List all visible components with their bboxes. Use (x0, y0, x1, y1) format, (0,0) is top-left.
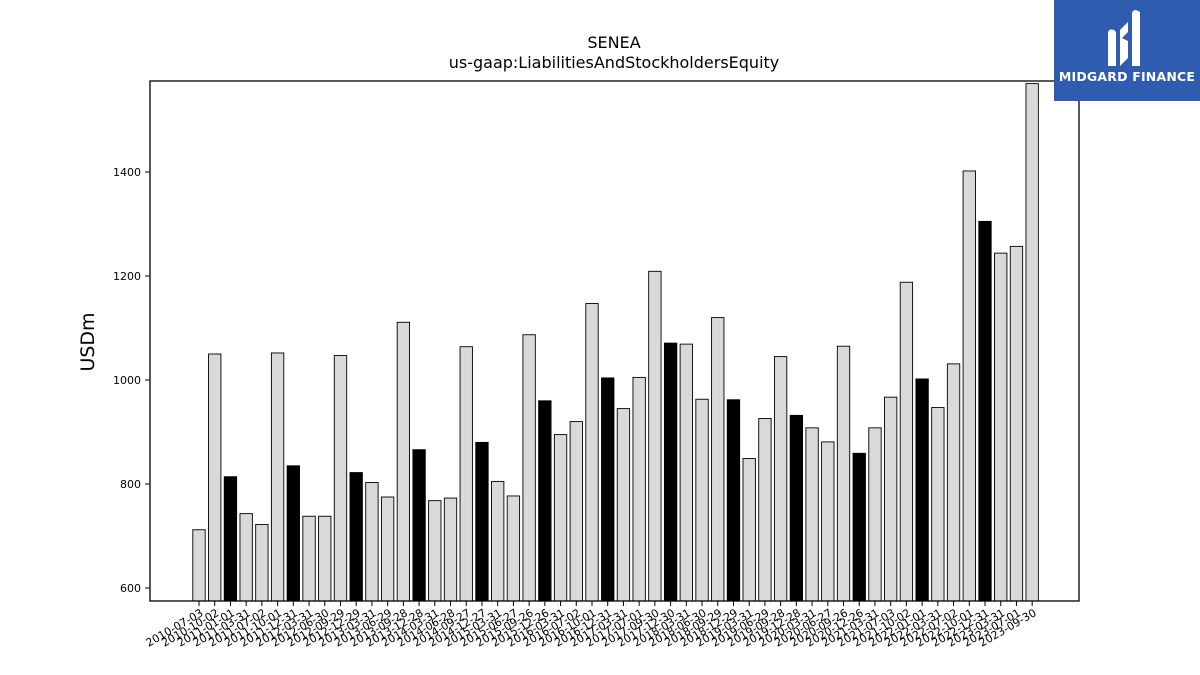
bar-2018-09-29 (711, 317, 725, 602)
bar-2016-07-02 (569, 421, 583, 602)
bar-2018-06-30 (695, 398, 709, 602)
bar-2020-09-26 (836, 345, 851, 602)
bar-2020-12-26 (852, 452, 866, 602)
bar-2011-03-31 (239, 513, 253, 602)
bars-group (192, 83, 1039, 602)
bar-2018-12-29 (726, 399, 741, 602)
bar-2010-10-02 (208, 353, 222, 602)
bar-2014-09-27 (459, 346, 473, 602)
y-tick-label: 1400 (113, 166, 141, 179)
bar-2011-01-01 (223, 476, 238, 602)
logo-text: MIDGARD FINANCE (1058, 69, 1196, 84)
bar-2019-09-28 (773, 356, 788, 602)
bar-2021-03-31 (868, 427, 882, 602)
bar-2022-10-01 (962, 170, 976, 602)
bar-2017-12-30 (663, 342, 678, 602)
bar-2019-03-31 (742, 458, 756, 602)
bar-2011-07-02 (255, 524, 269, 602)
bar-2022-01-01 (915, 378, 929, 602)
bar-2021-10-02 (899, 281, 914, 602)
bar-2016-12-31 (601, 377, 615, 602)
bar-2018-03-31 (679, 343, 693, 602)
chart-subtitle: us-gaap:LiabilitiesAndStockholdersEquity (449, 53, 780, 72)
bar-2017-07-01 (632, 376, 646, 602)
chart-title: SENEA (587, 33, 640, 52)
bar-2022-12-31 (978, 220, 992, 602)
bar-2019-12-28 (789, 414, 804, 602)
x-axis-ticks: 2010-07-032010-10-022011-01-012011-03-31… (144, 601, 1039, 650)
bar-2010-07-03 (192, 529, 206, 602)
bar-2016-03-31 (553, 434, 568, 602)
bar-2020-03-31 (805, 427, 819, 602)
bar-2013-09-28 (396, 321, 411, 602)
bar-2015-12-26 (538, 400, 552, 602)
y-axis-label: USDm (77, 312, 99, 371)
bar-2014-03-31 (428, 500, 442, 602)
plot-frame (149, 80, 1080, 602)
bar-2012-09-29 (333, 355, 348, 602)
bar-2011-10-01 (270, 352, 285, 602)
bar-2023-09-30 (1025, 83, 1039, 602)
y-tick-label: 800 (120, 478, 141, 491)
bar-2017-03-31 (616, 408, 631, 602)
y-axis-ticks: 600 800 1000 1200 1400 (113, 166, 150, 595)
bar-2023-03-31 (994, 252, 1008, 602)
bar-2020-06-27 (821, 441, 835, 602)
bar-2013-03-31 (365, 481, 379, 602)
bar-2014-06-28 (443, 497, 458, 602)
bar-2021-07-03 (884, 396, 898, 602)
bar-2015-09-26 (522, 334, 536, 602)
bar-2019-06-29 (758, 418, 772, 602)
bar-2012-06-30 (318, 515, 332, 602)
brand-logo: MIDGARD FINANCE (1054, 0, 1200, 101)
bar-2011-12-31 (286, 465, 300, 602)
bar-2023-07-01 (1009, 245, 1024, 602)
bar-2017-09-30 (648, 270, 662, 602)
y-tick-label: 1000 (113, 374, 141, 387)
bar-2012-12-29 (349, 472, 363, 602)
bar-2012-03-31 (302, 515, 316, 602)
bar-2015-06-27 (506, 495, 521, 602)
bar-2014-12-27 (475, 441, 489, 602)
bar-2022-07-02 (946, 363, 961, 602)
bar-2022-03-31 (931, 407, 945, 602)
y-tick-label: 1200 (113, 270, 141, 283)
bar-2016-10-01 (585, 303, 599, 602)
logo-mark-icon (1108, 10, 1140, 66)
bar-2015-03-31 (491, 480, 505, 602)
bar-2013-06-29 (380, 496, 395, 602)
y-tick-label: 600 (120, 582, 141, 595)
bar-2013-12-28 (412, 449, 426, 602)
